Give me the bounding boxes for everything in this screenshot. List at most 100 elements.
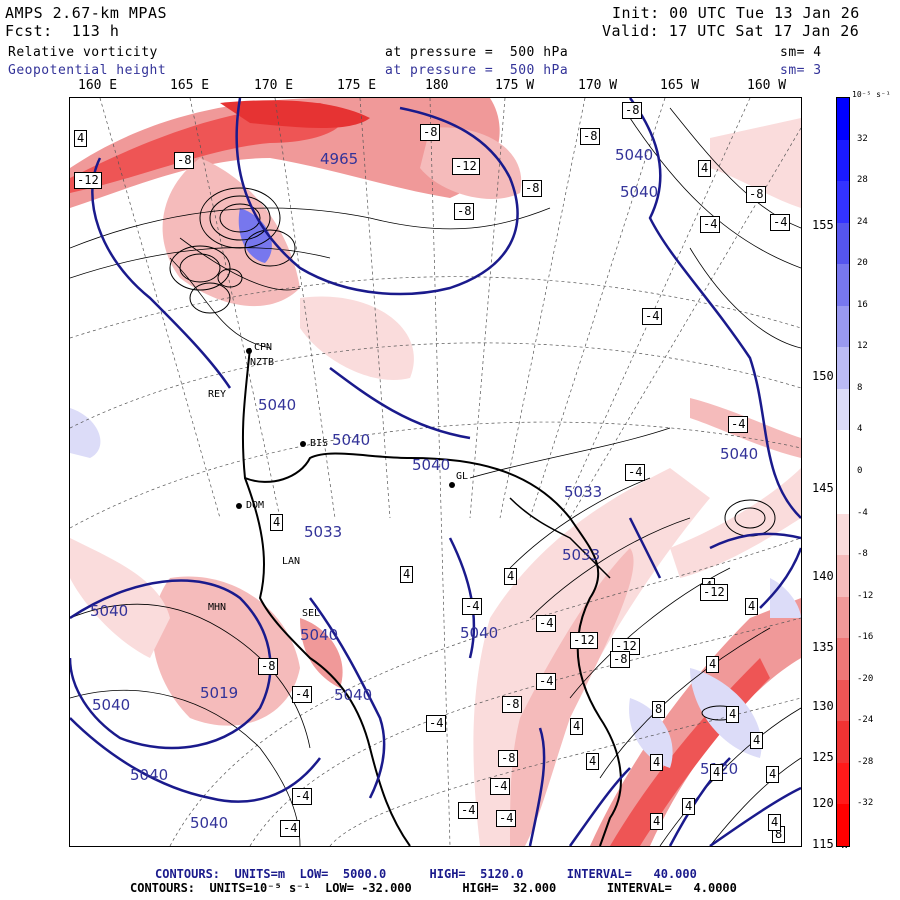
- map-panel: 4965 5040 5040 5040 5040 5040 5040 5033 …: [69, 97, 802, 847]
- colorbar-segment: [837, 264, 849, 307]
- height-label: 5040: [720, 445, 759, 463]
- vorticity-box-label: -4: [625, 464, 646, 481]
- colorbar-segment: [837, 596, 849, 639]
- height-label: 5033: [562, 546, 601, 564]
- vorticity-box-label: -4: [426, 715, 447, 732]
- vorticity-box-label: 4: [750, 732, 764, 749]
- colorbar-segment: [837, 762, 849, 805]
- field1-name: Relative vorticity: [8, 45, 158, 60]
- vorticity-box-label: -4: [536, 673, 557, 690]
- lon-label: 180: [425, 78, 449, 93]
- vorticity-box-label: 4: [650, 754, 664, 771]
- colorbar-segment: [837, 804, 849, 847]
- colorbar-segment: [837, 388, 849, 431]
- height-label: 5040: [412, 456, 451, 474]
- vorticity-shading: [70, 98, 801, 846]
- colorbar-segment: [837, 98, 849, 141]
- colorbar-segment: [837, 181, 849, 224]
- vorticity-box-label: 4: [710, 764, 724, 781]
- station-label: MHN: [208, 602, 227, 613]
- vorticity-box-label: 8: [652, 701, 666, 718]
- vorticity-box-label: -12: [452, 158, 480, 175]
- field2-level: at pressure = 500 hPa: [385, 63, 569, 78]
- vorticity-box-label: -4: [280, 820, 301, 837]
- footer-height-contours: CONTOURS: UNITS=m LOW= 5000.0 HIGH= 5120…: [155, 867, 697, 881]
- colorbar-tick-label: 12: [857, 341, 868, 352]
- vorticity-box-label: 4: [726, 706, 740, 723]
- vorticity-box-label: 4: [745, 598, 759, 615]
- vorticity-box-label: 4: [586, 753, 600, 770]
- lon-label: 165 W: [660, 78, 700, 93]
- vorticity-box-label: -4: [496, 810, 517, 827]
- colorbar-tick-label: -16: [857, 632, 874, 643]
- vorticity-box-label: -4: [462, 598, 483, 615]
- colorbar: [836, 97, 850, 847]
- vorticity-box-label: -8: [258, 658, 279, 675]
- colorbar-tick-label: 28: [857, 175, 868, 186]
- colorbar-unit: 10⁻⁵ s⁻¹: [852, 90, 891, 99]
- colorbar-tick-label: -24: [857, 715, 874, 726]
- height-label: 5040: [615, 146, 654, 164]
- vorticity-box-label: -8: [580, 128, 601, 145]
- vorticity-box-label: -4: [642, 308, 663, 325]
- vorticity-box-label: 4: [766, 766, 780, 783]
- height-label: 5040: [190, 814, 229, 832]
- vorticity-box-label: -8: [420, 124, 441, 141]
- height-label: 5040: [92, 696, 131, 714]
- colorbar-tick-label: 20: [857, 258, 868, 269]
- colorbar-segment: [837, 139, 849, 182]
- vorticity-box-label: -4: [700, 216, 721, 233]
- colorbar-tick-label: -8: [857, 549, 868, 560]
- vorticity-box-label: 4: [650, 813, 664, 830]
- colorbar-segment: [837, 638, 849, 681]
- station-dot: [300, 441, 306, 447]
- field2-name: Geopotential height: [8, 63, 167, 78]
- colorbar-tick-label: 32: [857, 133, 868, 144]
- vorticity-box-label: -8: [502, 696, 523, 713]
- lon-label: 170 W: [578, 78, 618, 93]
- lon-label: 160 W: [747, 78, 787, 93]
- colorbar-tick-label: -4: [857, 507, 868, 518]
- height-label: 5019: [200, 684, 239, 702]
- height-label: 4965: [320, 150, 359, 168]
- station-label: BIS: [310, 438, 329, 449]
- coastline: [241, 347, 622, 846]
- lon-label: 175 W: [495, 78, 535, 93]
- vorticity-box-label: -8: [622, 102, 643, 119]
- forecast-hour: Fcst: 113 h: [5, 22, 120, 40]
- station-label: SEL: [302, 608, 321, 619]
- height-label: 5040: [460, 624, 499, 642]
- model-title: AMPS 2.67-km MPAS: [5, 4, 168, 22]
- colorbar-segment: [837, 347, 849, 390]
- vorticity-box-label: -4: [292, 686, 313, 703]
- vorticity-box-label: 4: [400, 566, 414, 583]
- vorticity-box-label: -8: [454, 203, 475, 220]
- colorbar-tick-label: 8: [857, 382, 863, 393]
- colorbar-segment: [837, 472, 849, 515]
- height-contours: [70, 98, 801, 846]
- vorticity-box-label: -4: [770, 214, 791, 231]
- vorticity-box-label: -4: [490, 778, 511, 795]
- colorbar-segment: [837, 305, 849, 348]
- vorticity-box-label: -4: [292, 788, 313, 805]
- colorbar-segment: [837, 721, 849, 764]
- vorticity-box-label: -4: [458, 802, 479, 819]
- station-label: LAN: [282, 556, 301, 567]
- colorbar-segment: [837, 222, 849, 265]
- map-canvas: [70, 98, 801, 846]
- vorticity-box-label: -8: [174, 152, 195, 169]
- lon-label: 170 E: [254, 78, 294, 93]
- vorticity-box-label: 4: [706, 656, 720, 673]
- height-label: 5040: [332, 431, 371, 449]
- vorticity-box-label: 4: [270, 514, 284, 531]
- coastline-west: [244, 477, 411, 846]
- field1-smoothing: sm= 4: [780, 45, 822, 60]
- colorbar-segment: [837, 430, 849, 473]
- vorticity-box-label: -4: [728, 416, 749, 433]
- ice-shelf-edge: [509, 497, 611, 579]
- vorticity-box-label: -12: [700, 584, 728, 601]
- footer-vorticity-contours: CONTOURS: UNITS=10⁻⁵ s⁻¹ LOW= -32.000 HI…: [130, 881, 737, 895]
- colorbar-tick-label: 4: [857, 424, 863, 435]
- colorbar-segment: [837, 679, 849, 722]
- colorbar-tick-label: 24: [857, 216, 868, 227]
